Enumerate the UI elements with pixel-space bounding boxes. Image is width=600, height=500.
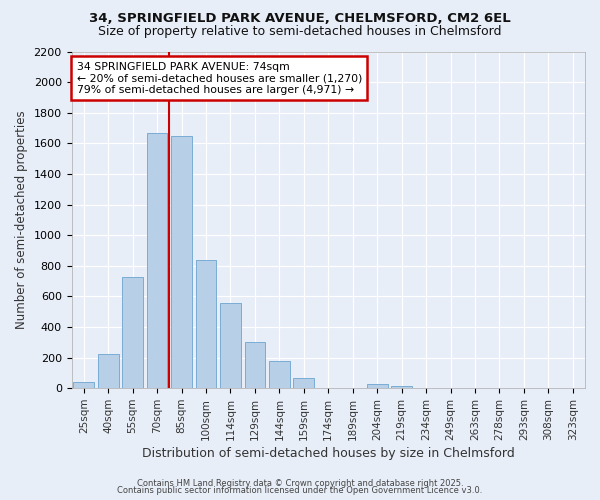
Bar bbox=[367, 384, 388, 388]
Bar bbox=[147, 132, 167, 388]
Bar bbox=[293, 378, 314, 388]
Bar bbox=[245, 342, 265, 388]
Y-axis label: Number of semi-detached properties: Number of semi-detached properties bbox=[15, 110, 28, 329]
Bar bbox=[220, 302, 241, 388]
Text: 34 SPRINGFIELD PARK AVENUE: 74sqm
← 20% of semi-detached houses are smaller (1,2: 34 SPRINGFIELD PARK AVENUE: 74sqm ← 20% … bbox=[77, 62, 362, 95]
Text: Size of property relative to semi-detached houses in Chelmsford: Size of property relative to semi-detach… bbox=[98, 25, 502, 38]
Bar bbox=[73, 382, 94, 388]
Text: 34, SPRINGFIELD PARK AVENUE, CHELMSFORD, CM2 6EL: 34, SPRINGFIELD PARK AVENUE, CHELMSFORD,… bbox=[89, 12, 511, 26]
Bar bbox=[196, 260, 217, 388]
Bar bbox=[122, 277, 143, 388]
Text: Contains public sector information licensed under the Open Government Licence v3: Contains public sector information licen… bbox=[118, 486, 482, 495]
Bar bbox=[269, 360, 290, 388]
Bar bbox=[171, 136, 192, 388]
Bar bbox=[391, 386, 412, 388]
Bar bbox=[98, 354, 119, 388]
Text: Contains HM Land Registry data © Crown copyright and database right 2025.: Contains HM Land Registry data © Crown c… bbox=[137, 478, 463, 488]
X-axis label: Distribution of semi-detached houses by size in Chelmsford: Distribution of semi-detached houses by … bbox=[142, 447, 515, 460]
